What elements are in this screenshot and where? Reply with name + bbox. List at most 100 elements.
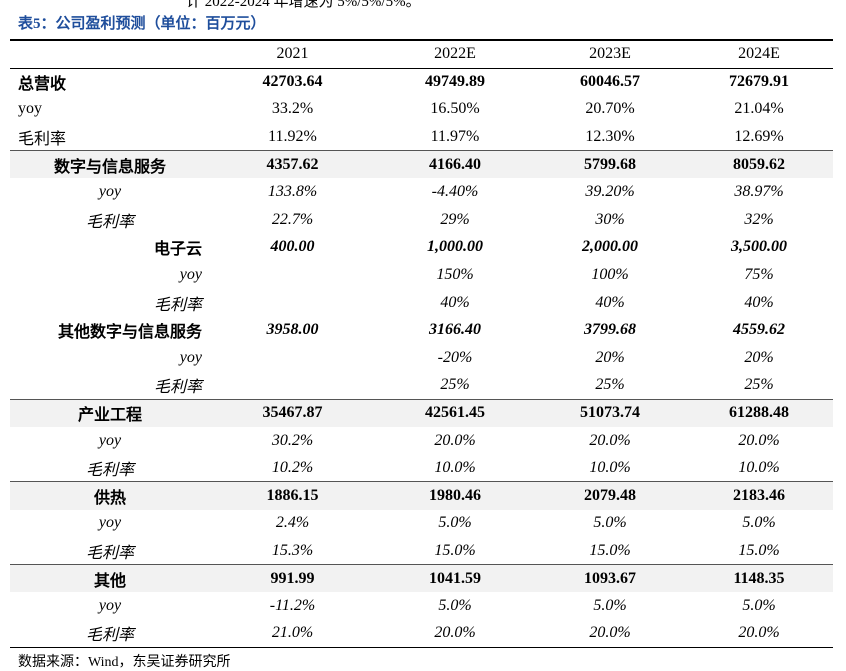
value-cell <box>210 344 375 372</box>
row-label: 电子云 <box>153 241 202 259</box>
row-label: yoy <box>18 100 42 118</box>
table-title: 表5：公司盈利预测（单位：百万元） <box>18 16 266 32</box>
value-cell: -4.40% <box>431 183 479 201</box>
row-label: 毛利率 <box>85 544 134 562</box>
value-cell: 20.0% <box>434 624 476 642</box>
value-cell: 2,000.00 <box>582 238 638 256</box>
value-cell: 21.04% <box>734 100 784 118</box>
value-cell: 400.00 <box>270 238 315 256</box>
value-cell: 4357.62 <box>266 155 319 173</box>
table-head: 2021 2022E 2023E 2024E <box>10 40 833 68</box>
value-cell: 20.0% <box>738 431 780 449</box>
table-row: 电子云 400.00 1,000.00 2,000.00 3,500.00 <box>10 234 833 262</box>
row-label: yoy <box>98 514 122 532</box>
value-cell: 25% <box>440 376 470 394</box>
row-label: 毛利率 <box>85 213 134 231</box>
value-cell: 22.7% <box>271 210 314 228</box>
table-row: 产业工程 35467.87 42561.45 51073.74 61288.48 <box>10 399 833 427</box>
row-label: 其他数字与信息服务 <box>57 324 202 342</box>
value-cell: 40% <box>595 293 625 311</box>
value-cell: 16.50% <box>430 100 480 118</box>
value-cell: 5799.68 <box>584 155 636 173</box>
value-cell: 5.0% <box>438 597 472 615</box>
table-row: 毛利率 21.0% 20.0% 20.0% 20.0% <box>10 620 833 648</box>
value-cell: 20% <box>744 348 774 366</box>
value-cell: 40% <box>744 293 774 311</box>
value-cell: 11.92% <box>268 127 317 145</box>
value-cell: 2183.46 <box>733 486 785 504</box>
value-cell: 5.0% <box>593 597 627 615</box>
value-cell: 49749.89 <box>425 73 485 91</box>
table-row: 总营收 42703.64 49749.89 60046.57 72679.91 <box>10 68 833 96</box>
value-cell: 25% <box>744 376 774 394</box>
value-cell: 15.0% <box>589 541 631 559</box>
row-label: 毛利率 <box>85 461 134 479</box>
value-cell: 5.0% <box>593 514 627 532</box>
table-row: 毛利率 10.2% 10.0% 10.0% 10.0% <box>10 454 833 482</box>
value-cell: 991.99 <box>270 569 315 587</box>
value-cell: 33.2% <box>271 100 314 118</box>
table-row: yoy 2.4% 5.0% 5.0% 5.0% <box>10 510 833 538</box>
value-cell: 1980.46 <box>429 486 481 504</box>
value-cell: 35467.87 <box>262 404 323 422</box>
value-cell: 3958.00 <box>266 321 319 339</box>
table-row: yoy -20% 20% 20% <box>10 344 833 372</box>
value-cell: 1041.59 <box>429 569 481 587</box>
value-cell: 20.0% <box>589 624 631 642</box>
value-cell: 42703.64 <box>262 73 323 91</box>
value-cell: 10.0% <box>589 458 631 476</box>
value-cell: 2.4% <box>275 514 310 532</box>
value-cell: 72679.91 <box>729 73 789 91</box>
header-cell: 2022E <box>434 45 476 63</box>
value-cell <box>210 261 375 289</box>
row-label: 供热 <box>93 489 126 507</box>
intro-text: 计 2022-2024 年增速为 5%/5%/5%。 <box>186 0 421 10</box>
value-cell: 21.0% <box>271 624 314 642</box>
row-label: 毛利率 <box>153 296 202 314</box>
value-cell: 1,000.00 <box>427 238 483 256</box>
value-cell: 20.0% <box>738 624 780 642</box>
value-cell <box>210 372 375 400</box>
value-cell: 61288.48 <box>729 404 789 422</box>
row-label: yoy <box>98 431 122 449</box>
row-label: 产业工程 <box>77 407 142 425</box>
row-label: yoy <box>98 597 122 615</box>
row-label: yoy <box>98 183 122 201</box>
value-cell: 39.20% <box>585 183 635 201</box>
value-cell: 1093.67 <box>584 569 636 587</box>
value-cell: 3,500.00 <box>731 238 787 256</box>
value-cell <box>210 289 375 317</box>
row-label: 毛利率 <box>153 379 202 397</box>
value-cell: 15.0% <box>434 541 476 559</box>
header-row: 2021 2022E 2023E 2024E <box>10 40 833 68</box>
table-row: 其他数字与信息服务 3958.00 3166.40 3799.68 4559.62 <box>10 316 833 344</box>
value-cell: 5.0% <box>438 514 472 532</box>
value-cell: 1886.15 <box>266 486 319 504</box>
value-cell: 3799.68 <box>584 321 636 339</box>
value-cell: 10.0% <box>434 458 476 476</box>
header-cell: 2023E <box>589 45 631 63</box>
value-cell: 32% <box>744 210 774 228</box>
table-body: 总营收 42703.64 49749.89 60046.57 72679.91 yoy 33… <box>10 68 833 648</box>
value-cell: 15.0% <box>738 541 780 559</box>
value-cell: 40% <box>440 293 470 311</box>
table-row: yoy 33.2% 16.50% 20.70% 21.04% <box>10 96 833 124</box>
value-cell: -11.2% <box>269 597 316 615</box>
row-label: 数字与信息服务 <box>53 158 166 176</box>
table-row: yoy -11.2% 5.0% 5.0% 5.0% <box>10 592 833 620</box>
value-cell: 20.0% <box>589 431 631 449</box>
value-cell: 75% <box>744 265 774 283</box>
value-cell: 4559.62 <box>733 321 785 339</box>
value-cell: 11.97% <box>430 127 480 145</box>
row-label: 总营收 <box>18 76 67 94</box>
forecast-table: 2021 2022E 2023E 2024E 总营收 42703.64 49749.89 6… <box>10 39 833 648</box>
table-row: yoy 30.2% 20.0% 20.0% 20.0% <box>10 427 833 455</box>
header-cell <box>10 40 210 68</box>
value-cell: 4166.40 <box>429 155 481 173</box>
value-cell: 25% <box>595 376 625 394</box>
value-cell: 30.2% <box>271 431 314 449</box>
row-label: 其他 <box>93 572 126 590</box>
value-cell: 133.8% <box>267 183 318 201</box>
value-cell: 42561.45 <box>425 404 485 422</box>
